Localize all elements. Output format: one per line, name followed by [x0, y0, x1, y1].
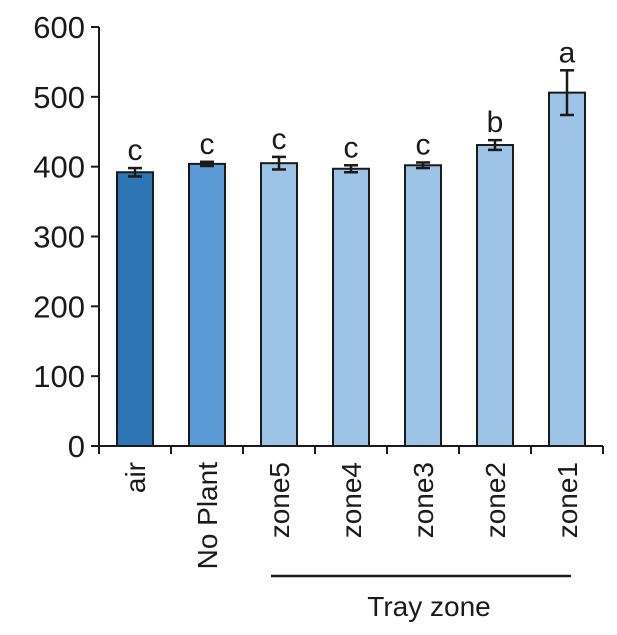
bar-air — [116, 171, 154, 447]
y-tick-label: 500 — [33, 80, 85, 115]
significance-letter: b — [487, 106, 504, 139]
bar-zone1 — [548, 91, 586, 447]
x-tick-label: zone1 — [552, 462, 583, 538]
significance-letter: a — [559, 36, 576, 69]
x-tick-label: air — [120, 462, 151, 493]
significance-letter: c — [344, 131, 359, 164]
bar-no-plant — [188, 162, 226, 448]
bar-zone2 — [476, 144, 514, 447]
y-tick-label: 400 — [33, 150, 85, 185]
significance-letter: c — [200, 128, 215, 161]
significance-letter: c — [272, 123, 287, 156]
bar-zone4 — [332, 167, 370, 448]
bar-zone5 — [260, 162, 298, 448]
x-tick-label: zone5 — [264, 462, 295, 538]
x-tick-label: No Plant — [192, 462, 223, 570]
group-bracket-label: Tray zone — [367, 591, 490, 622]
y-tick-label: 200 — [33, 289, 85, 324]
x-tick-label: zone4 — [336, 462, 367, 538]
y-tick-label: 300 — [33, 220, 85, 255]
bar-zone3 — [404, 164, 442, 448]
y-tick-label: 0 — [68, 429, 85, 464]
x-tick-label: zone2 — [480, 462, 511, 538]
significance-letter: c — [128, 134, 143, 167]
x-tick-label: zone3 — [408, 462, 439, 538]
y-tick-label: 100 — [33, 359, 85, 394]
significance-letter: c — [416, 128, 431, 161]
y-tick-label: 600 — [33, 10, 85, 45]
